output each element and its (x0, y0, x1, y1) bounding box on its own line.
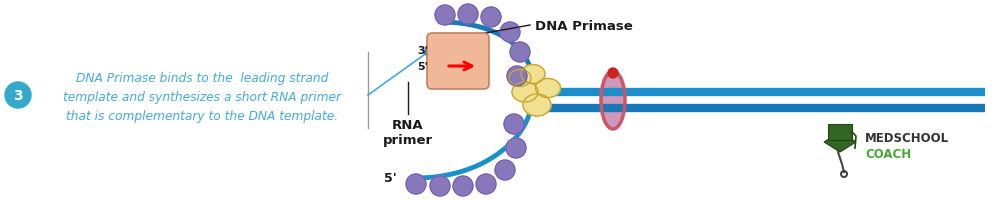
Circle shape (453, 176, 473, 196)
Circle shape (506, 138, 526, 158)
Text: that is complementary to the DNA template.: that is complementary to the DNA templat… (66, 110, 338, 123)
Polygon shape (824, 132, 856, 152)
FancyBboxPatch shape (427, 34, 489, 90)
Ellipse shape (601, 72, 625, 129)
Polygon shape (828, 124, 852, 140)
Text: DNA Primase binds to the  leading strand: DNA Primase binds to the leading strand (76, 72, 328, 85)
Text: template and synthesizes a short RNA primer: template and synthesizes a short RNA pri… (63, 91, 341, 104)
Circle shape (510, 43, 530, 63)
Circle shape (500, 23, 520, 43)
Ellipse shape (521, 65, 545, 84)
Circle shape (406, 174, 426, 194)
Circle shape (458, 5, 478, 25)
Text: 3: 3 (13, 89, 23, 102)
Ellipse shape (523, 95, 551, 116)
Circle shape (495, 160, 515, 180)
Circle shape (424, 49, 432, 56)
Ellipse shape (509, 70, 531, 87)
Circle shape (476, 174, 496, 194)
Circle shape (504, 114, 524, 134)
Ellipse shape (512, 83, 538, 102)
Text: 5': 5' (417, 62, 428, 72)
Ellipse shape (536, 79, 560, 98)
Text: DNA Primase: DNA Primase (535, 19, 633, 32)
Circle shape (507, 67, 527, 87)
Text: MEDSCHOOL: MEDSCHOOL (865, 132, 949, 145)
Circle shape (5, 83, 31, 108)
Text: 3': 3' (417, 46, 428, 56)
Circle shape (608, 69, 618, 79)
Text: RNA
primer: RNA primer (383, 118, 433, 146)
Circle shape (430, 176, 450, 196)
Circle shape (481, 8, 501, 28)
Text: 5': 5' (384, 172, 397, 185)
Text: COACH: COACH (865, 148, 911, 161)
Circle shape (435, 6, 455, 26)
